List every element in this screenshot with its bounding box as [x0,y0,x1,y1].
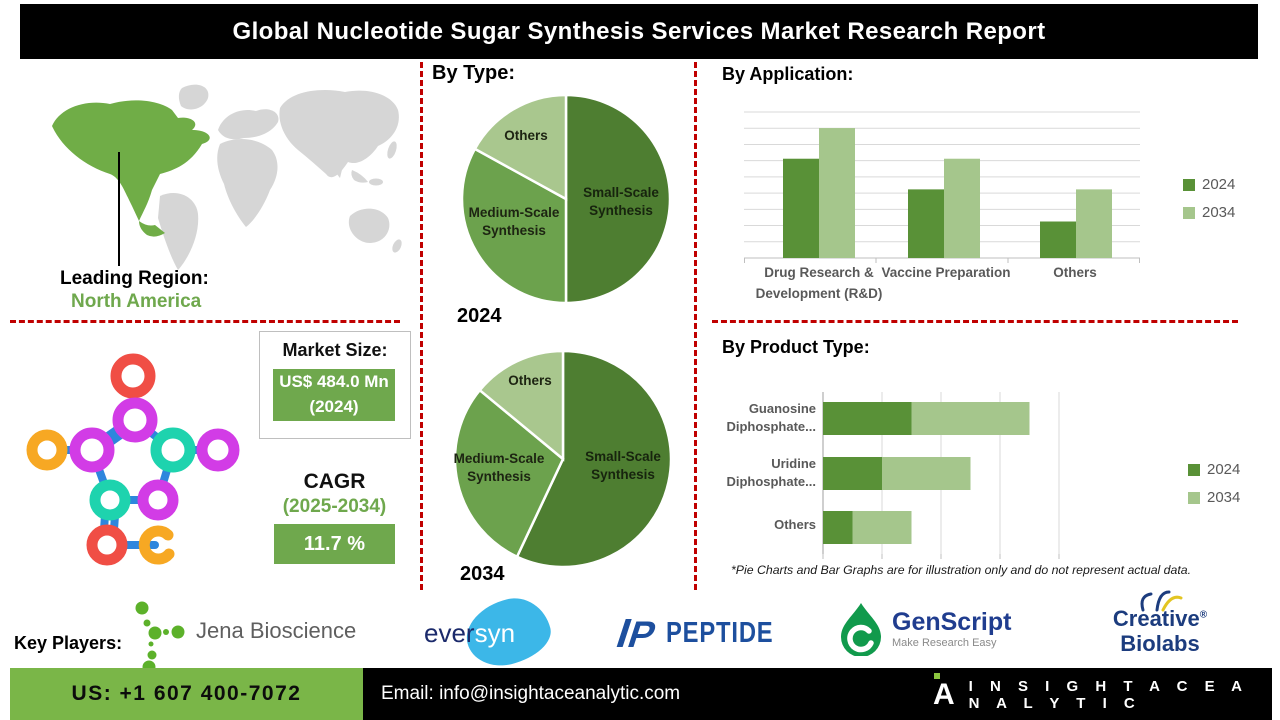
app-category-vaccine: Vaccine Preparation [881,265,1011,280]
legend-swatch-2024 [1183,178,1195,191]
green-square-icon [934,673,940,679]
cagr-label: CAGR [303,470,366,493]
legend-swatch-2024 [1188,463,1200,476]
map-region-north-america [52,100,210,221]
prod-category-uridine: Uridine Diphosphate... [726,456,816,490]
eversyn-wordmark: eversyn [424,618,515,649]
prod-legend-2034: 2034 [1188,489,1240,506]
legend-swatch-2034 [1183,206,1195,219]
pie1-label-medium-scale: Medium-Scale Synthesis [468,205,560,239]
app-category-drug-rd: Drug Research & Development (R&D) [755,265,883,301]
column-chart-by-application [744,111,1140,263]
market-size-value: US$ 484.0 Mn (2024) [273,369,395,421]
eversyn-text-syn: syn [474,618,516,648]
pie1-label-others: Others [504,128,548,143]
legend-label-2034: 2034 [1207,489,1241,506]
jena-bioscience-logo: Jena Bioscience [196,618,357,643]
pie2-label-others: Others [508,373,552,388]
phone-number: US: +1 607 400-7072 [71,682,302,705]
creative-biolabs-leaves-icon [1140,590,1183,612]
divider-dashed-right [712,320,1238,323]
app-legend-2034: 2034 [1183,204,1235,221]
app-category-others: Others [1053,265,1097,280]
prod-category-guanosine: Guanosine Diphosphate... [726,401,816,435]
peptide-wordmark: PEPTIDE [666,616,774,649]
world-map [52,84,402,270]
eversyn-logo: eversyn [422,590,557,674]
jena-bioscience-icon [135,601,185,672]
cagr-value: 11.7 % [274,524,395,564]
key-players-label: Key Players: [14,633,123,653]
legend-label-2034: 2034 [1202,204,1236,221]
divider-dashed-v2 [694,62,697,590]
molecule-graphic [26,353,240,566]
section-title-by-type: By Type: [432,62,515,84]
pie2-label-small-scale: Small-Scale Synthesis [585,449,661,483]
leading-region-label: Leading Region: [60,268,209,289]
brand-name: I N S I G H T A C E A N A L Y T I C [968,678,1248,712]
registered-mark: ® [1199,609,1208,621]
leading-region-value: North America [71,291,202,312]
section-title-by-application: By Application: [722,64,854,84]
legend-swatch-2034 [1188,491,1200,504]
pie2-label-medium-scale: Medium-Scale Synthesis [453,451,545,485]
title-bar: Global Nucleotide Sugar Synthesis Servic… [20,4,1258,59]
prod-category-others: Others [774,517,816,532]
genscript-droplet-icon [841,603,881,656]
market-size-label: Market Size: [282,340,388,360]
legend-label-2024: 2024 [1207,461,1241,478]
peptide-logo: P PEPTIDE [608,612,797,654]
divider-dashed-v1 [420,62,423,590]
footer-email-bar: Email: info@insightaceanalytic.com A I N… [363,668,1272,720]
peptide-icon: P [616,615,660,654]
email-address: Email: info@insightaceanalytic.com [381,683,681,704]
prod-legend-2024: 2024 [1188,461,1240,478]
creative-biolabs-logo: Creative® Biolabs [1085,590,1235,657]
section-title-by-product-type: By Product Type: [722,337,870,357]
pie2-year-label: 2034 [460,563,505,585]
pie-chart-by-type-2024 [460,93,672,305]
cagr-period: (2025-2034) [282,496,387,517]
genscript-wordmark: GenScript [892,607,1012,636]
page-title: Global Nucleotide Sugar Synthesis Servic… [232,17,1046,45]
insight-ace-analytic-logo: A I N S I G H T A C E A N A L Y T I C [933,673,1272,712]
divider-dashed-left [10,320,400,323]
brand-mark-icon: A [933,673,955,710]
map-pointer-line [118,152,120,266]
legend-label-2024: 2024 [1202,176,1236,193]
creative-biolabs-line2: Biolabs [1120,631,1200,657]
pie1-label-small-scale: Small-Scale Synthesis [583,185,659,219]
genscript-logo: GenScript Make Research Easy [838,600,1011,656]
eversyn-text-ever: ever [424,618,475,648]
pie1-year-label: 2024 [457,305,502,327]
disclaimer-footnote: *Pie Charts and Bar Graphs are for illus… [731,563,1192,577]
footer-phone-bar: US: +1 607 400-7072 [10,668,363,720]
pie-chart-by-type-2034 [453,349,673,569]
app-legend-2024: 2024 [1183,176,1235,193]
stacked-bar-chart-by-product-type [822,392,1060,559]
genscript-tagline: Make Research Easy [892,636,997,649]
